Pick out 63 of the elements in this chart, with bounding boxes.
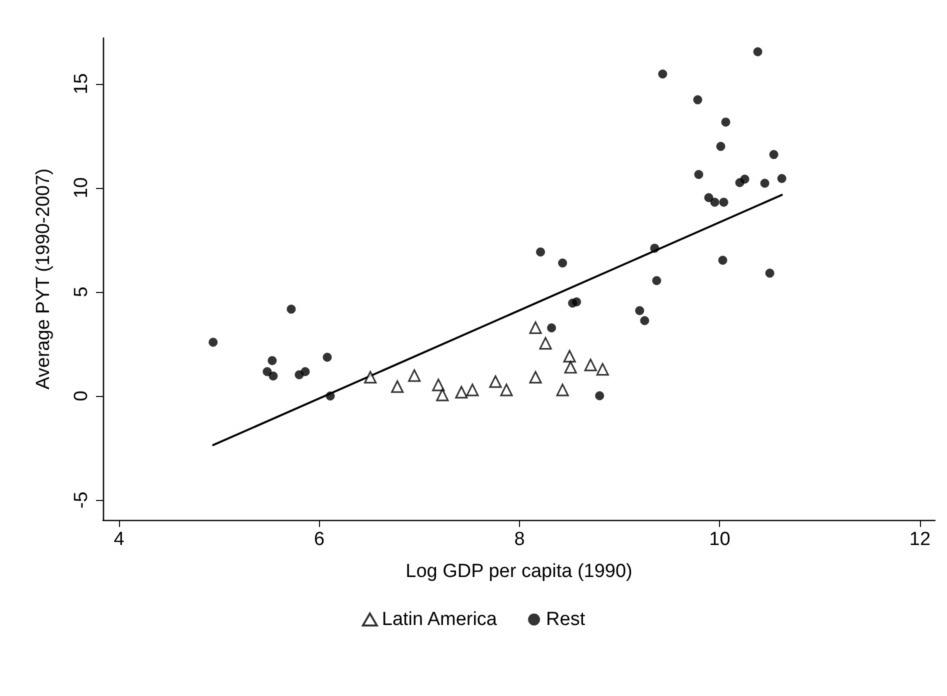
point [596,363,609,376]
point [765,268,774,278]
point [572,297,582,306]
point [718,256,728,265]
point [740,174,750,184]
point [286,304,296,314]
point [268,356,277,366]
point [536,247,546,256]
y-tick-label: 5 [71,286,92,298]
legend-label: Latin America [382,609,498,630]
y-tick-label: 10 [71,177,92,198]
point [326,391,335,400]
point [563,350,576,363]
legend-label: Rest [546,609,586,630]
point [640,316,650,326]
point [556,384,569,396]
point [455,386,468,399]
y-axis-title: Average PYT (1990-2007) [33,168,54,390]
point [710,198,720,207]
x-tick-label: 10 [709,529,730,550]
point [466,384,479,396]
point [584,358,597,372]
point [693,95,702,104]
point [364,370,377,384]
y-tick-label: -5 [71,492,92,508]
point [564,360,577,374]
point [716,142,726,151]
x-tick-label: 6 [314,529,325,550]
point [595,391,604,400]
point [769,150,778,160]
x-tick-label: 8 [514,529,525,550]
y-tick-label: 0 [71,390,92,402]
point [539,337,552,350]
point [529,321,542,334]
point [658,70,668,78]
point [558,258,568,268]
point [650,244,660,253]
point [408,369,421,382]
point [391,380,404,393]
point [760,178,770,188]
y-tick-label: 15 [71,73,92,94]
point [208,338,218,347]
point [432,378,445,392]
point [635,306,644,316]
point [694,170,704,180]
point [721,118,730,127]
point [529,370,542,384]
point [547,323,556,332]
point [436,388,449,402]
point [719,198,728,207]
point [704,193,714,202]
x-tick-label: 12 [909,529,931,550]
point [753,47,762,56]
point [777,174,786,183]
x-tick-label: 4 [114,529,125,550]
point [500,384,513,396]
point [262,367,272,376]
point [322,352,332,362]
point [300,367,310,376]
point [489,375,502,388]
x-axis-title: Log GDP per capita (1990) [406,561,632,582]
point [268,371,278,380]
point [652,276,662,286]
